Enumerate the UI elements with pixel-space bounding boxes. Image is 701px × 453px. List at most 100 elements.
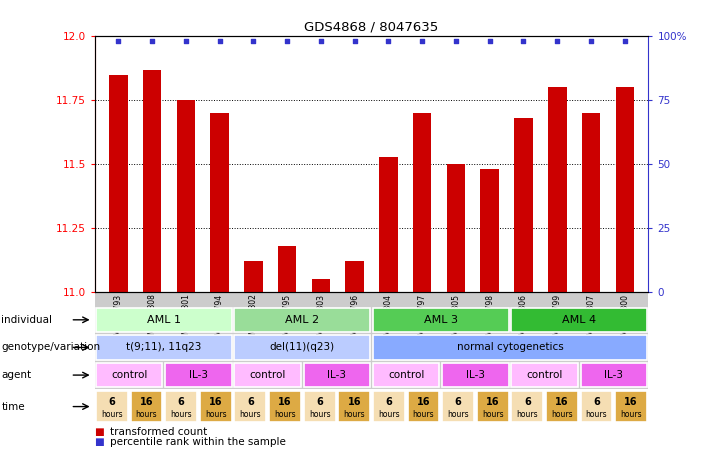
FancyBboxPatch shape <box>373 335 647 360</box>
Bar <box>379 157 397 292</box>
FancyBboxPatch shape <box>304 391 336 422</box>
Text: ■: ■ <box>95 437 108 447</box>
FancyBboxPatch shape <box>200 391 232 422</box>
Text: control: control <box>111 370 147 380</box>
Point <box>518 38 529 45</box>
Point <box>349 38 360 45</box>
Text: 16: 16 <box>348 397 361 407</box>
FancyBboxPatch shape <box>96 308 232 332</box>
Text: IL-3: IL-3 <box>327 370 346 380</box>
Text: 6: 6 <box>455 397 461 407</box>
Text: hours: hours <box>309 410 330 419</box>
Bar <box>278 246 297 292</box>
Point <box>180 38 191 45</box>
FancyBboxPatch shape <box>615 391 647 422</box>
Text: del(11)(q23): del(11)(q23) <box>270 342 335 352</box>
Text: AML 3: AML 3 <box>423 315 458 325</box>
Text: hours: hours <box>482 410 503 419</box>
Text: time: time <box>1 401 25 412</box>
FancyBboxPatch shape <box>130 391 163 422</box>
Point <box>383 38 394 45</box>
FancyBboxPatch shape <box>234 363 301 387</box>
FancyBboxPatch shape <box>96 335 232 360</box>
Bar <box>95 292 648 390</box>
Text: agent: agent <box>1 370 32 380</box>
Point <box>585 38 597 45</box>
Text: IL-3: IL-3 <box>189 370 208 380</box>
FancyBboxPatch shape <box>373 391 404 422</box>
Point <box>619 38 630 45</box>
Text: hours: hours <box>136 410 157 419</box>
Text: 16: 16 <box>555 397 569 407</box>
FancyBboxPatch shape <box>96 391 128 422</box>
Text: 6: 6 <box>316 397 323 407</box>
Text: hours: hours <box>551 410 573 419</box>
Text: hours: hours <box>170 410 192 419</box>
Text: AML 2: AML 2 <box>285 315 320 325</box>
FancyBboxPatch shape <box>580 363 647 387</box>
FancyBboxPatch shape <box>96 363 163 387</box>
FancyBboxPatch shape <box>234 308 370 332</box>
Text: 6: 6 <box>524 397 531 407</box>
Text: AML 1: AML 1 <box>147 315 181 325</box>
Text: 6: 6 <box>593 397 600 407</box>
FancyBboxPatch shape <box>442 363 509 387</box>
Text: individual: individual <box>1 315 53 325</box>
Text: hours: hours <box>586 410 607 419</box>
FancyBboxPatch shape <box>373 363 440 387</box>
Point <box>282 38 293 45</box>
Text: AML 4: AML 4 <box>562 315 597 325</box>
Text: 6: 6 <box>109 397 116 407</box>
Text: hours: hours <box>205 410 226 419</box>
Text: hours: hours <box>378 410 400 419</box>
Title: GDS4868 / 8047635: GDS4868 / 8047635 <box>304 21 439 34</box>
Text: control: control <box>526 370 563 380</box>
Point <box>214 38 225 45</box>
Point <box>147 38 158 45</box>
Text: transformed count: transformed count <box>110 427 207 437</box>
Text: percentile rank within the sample: percentile rank within the sample <box>110 437 286 447</box>
Text: normal cytogenetics: normal cytogenetics <box>456 342 564 352</box>
Bar <box>515 118 533 292</box>
Text: hours: hours <box>240 410 261 419</box>
Bar <box>244 261 263 292</box>
Text: 16: 16 <box>416 397 430 407</box>
Bar <box>447 164 465 292</box>
FancyBboxPatch shape <box>511 391 543 422</box>
FancyBboxPatch shape <box>407 391 440 422</box>
Text: IL-3: IL-3 <box>466 370 485 380</box>
Point <box>416 38 428 45</box>
FancyBboxPatch shape <box>580 391 613 422</box>
FancyBboxPatch shape <box>339 391 370 422</box>
Text: hours: hours <box>447 410 469 419</box>
Point <box>247 38 259 45</box>
Text: 16: 16 <box>486 397 499 407</box>
Text: control: control <box>250 370 286 380</box>
Point <box>113 38 124 45</box>
Text: hours: hours <box>274 410 296 419</box>
FancyBboxPatch shape <box>304 363 370 387</box>
Bar <box>480 169 499 292</box>
Point <box>315 38 327 45</box>
Bar <box>413 113 432 292</box>
FancyBboxPatch shape <box>373 308 509 332</box>
Text: 6: 6 <box>386 397 393 407</box>
Text: t(9;11), 11q23: t(9;11), 11q23 <box>126 342 202 352</box>
Text: hours: hours <box>517 410 538 419</box>
Text: ■: ■ <box>95 427 108 437</box>
Text: 16: 16 <box>278 397 292 407</box>
Text: hours: hours <box>101 410 123 419</box>
FancyBboxPatch shape <box>165 391 197 422</box>
FancyBboxPatch shape <box>269 391 301 422</box>
Point <box>552 38 563 45</box>
Text: 16: 16 <box>139 397 154 407</box>
Bar <box>615 87 634 292</box>
Text: hours: hours <box>413 410 434 419</box>
Text: control: control <box>388 370 424 380</box>
Bar <box>210 113 229 292</box>
Text: hours: hours <box>343 410 365 419</box>
Bar <box>177 100 195 292</box>
FancyBboxPatch shape <box>477 391 509 422</box>
Point <box>484 38 496 45</box>
Text: 16: 16 <box>209 397 222 407</box>
